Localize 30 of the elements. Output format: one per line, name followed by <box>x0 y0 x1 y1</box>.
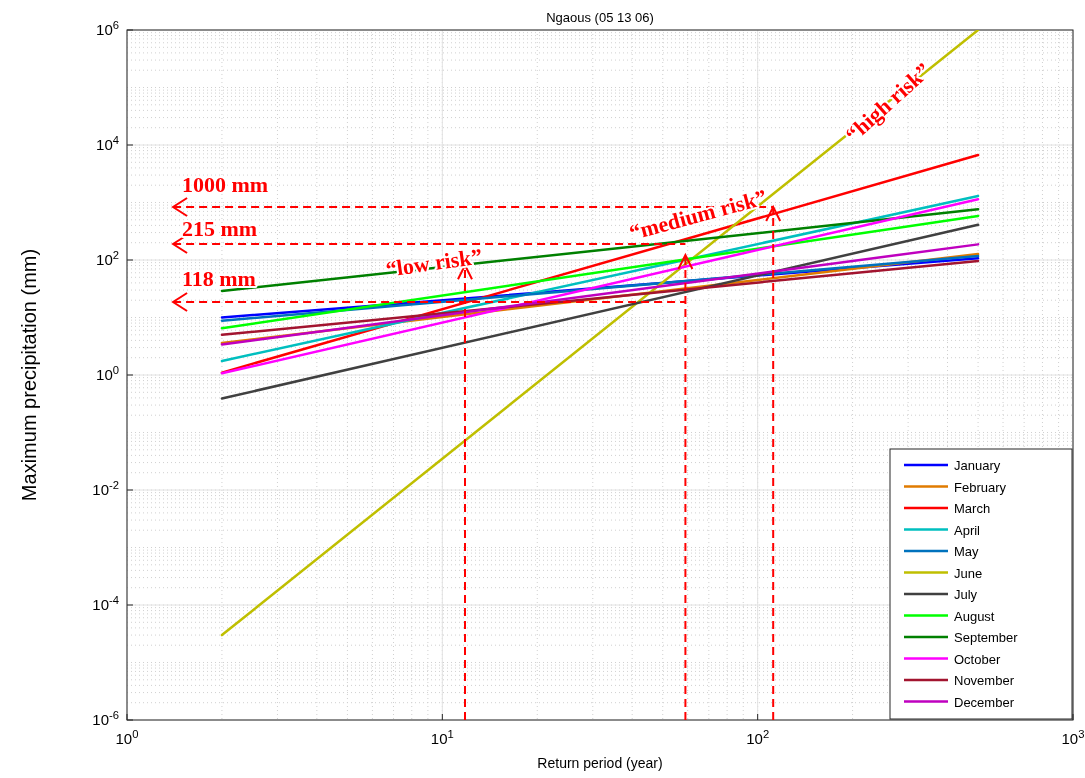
legend-label: April <box>954 522 981 538</box>
x-tick-label: 10$^{1}$ <box>430 728 454 747</box>
y-tick-label: 10$^{-2}$ <box>92 479 119 498</box>
legend-label: September <box>954 630 1019 645</box>
legend-label: December <box>954 694 1015 710</box>
y-axis-title: Maximum precipitation (mm) <box>18 248 40 502</box>
chart-title: Ngaous (05 13 06) <box>546 10 654 25</box>
x-tick-label: 10$^{3}$ <box>1061 728 1085 747</box>
y-tick-label: 10$^{-4}$ <box>92 594 119 613</box>
x-axis-title: Return period (year) <box>537 755 663 771</box>
legend-label: November <box>954 673 1015 688</box>
y-tick-label: 10$^{-6}$ <box>92 709 119 728</box>
legend-label: February <box>954 479 1007 495</box>
y-tick-label: 10$^{2}$ <box>96 249 119 268</box>
annotation: 1000 mm <box>182 172 269 197</box>
y-tick-label: 10$^{6}$ <box>96 19 119 38</box>
x-tick-label: 10$^{2}$ <box>746 728 770 747</box>
legend-label: June <box>954 565 983 581</box>
legend-label: May <box>954 544 980 559</box>
y-tick-label: 10$^{0}$ <box>96 364 119 383</box>
annotation: 215 mm <box>182 216 258 241</box>
annotation: 118 mm <box>182 266 256 291</box>
legend-label: March <box>954 501 991 516</box>
legend-label: July <box>954 587 978 602</box>
annotation: “low risk” <box>384 243 484 282</box>
legend-label: August <box>954 608 995 624</box>
y-tick-label: 10$^{4}$ <box>96 134 119 153</box>
x-tick-label: 10$^{0}$ <box>115 728 139 747</box>
legend-label: January <box>954 458 1001 473</box>
legend-label: October <box>954 651 1001 667</box>
